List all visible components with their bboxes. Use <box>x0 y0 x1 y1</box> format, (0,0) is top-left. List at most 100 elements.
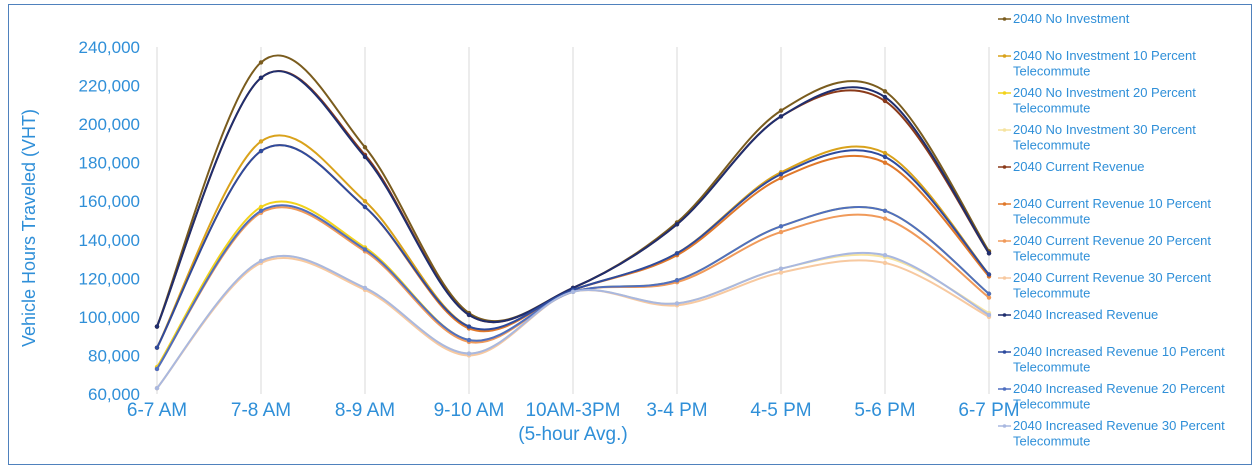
data-point <box>466 312 472 318</box>
data-point <box>882 160 888 165</box>
data-point <box>882 89 888 94</box>
data-point <box>882 150 888 156</box>
x-tick-label: 3-4 PM <box>646 400 707 421</box>
series-line <box>156 251 990 389</box>
data-point <box>674 301 680 306</box>
legend-marker <box>1002 387 1007 391</box>
y-tick-label: 160,000 <box>79 192 140 211</box>
legend-label: 2040 No Investment <box>1013 11 1130 26</box>
data-point <box>778 175 784 181</box>
data-point <box>778 270 784 275</box>
data-point <box>882 208 888 214</box>
data-point <box>882 260 888 266</box>
y-tick-label: 60,000 <box>88 385 140 404</box>
data-point <box>258 204 264 210</box>
data-point <box>882 98 888 104</box>
data-point <box>674 251 680 256</box>
data-point <box>258 139 264 144</box>
data-point <box>778 266 784 271</box>
legend: 2040 No Investment 2040 No Investment 10 … <box>998 11 1225 449</box>
legend-marker <box>1002 54 1007 58</box>
legend-item: 2040 Increased Revenue <box>998 307 1158 322</box>
legend-marker <box>1002 91 1007 95</box>
legend-marker <box>1002 17 1007 21</box>
legend-marker <box>1002 276 1007 280</box>
data-point <box>154 386 160 391</box>
x-tick-label: 4-5 PM <box>750 400 811 421</box>
x-tick-sublabel: (5-hour Avg.) <box>518 424 627 445</box>
legend-item: 2040 Increased Revenue 30 Percent Telecom… <box>998 418 1225 449</box>
legend-marker <box>1002 424 1007 428</box>
series-lines <box>154 54 992 391</box>
data-point <box>258 208 264 214</box>
data-point <box>362 285 368 291</box>
x-tick-label: 7-8 AM <box>231 400 291 421</box>
data-point <box>362 199 368 204</box>
x-tick-label: 9-10 AM <box>434 400 505 421</box>
y-tick-label: 200,000 <box>79 115 140 134</box>
legend-marker <box>1002 202 1007 206</box>
data-point <box>778 114 784 119</box>
data-point <box>778 108 784 113</box>
y-tick-label: 100,000 <box>79 308 140 327</box>
x-tick-label: 6-7 PM <box>958 400 1019 421</box>
legend-label: 2040 Increased Revenue 30 Percent Telecom… <box>1013 418 1225 449</box>
data-point <box>882 154 888 160</box>
data-point <box>986 312 992 318</box>
legend-label: 2040 Increased Revenue 10 Percent Telecom… <box>1013 344 1225 375</box>
data-point <box>362 204 368 210</box>
data-point <box>362 247 368 252</box>
data-point <box>258 60 264 65</box>
data-point <box>778 229 784 235</box>
data-point <box>986 251 992 256</box>
legend-label: 2040 No Investment 20 Percent Telecommute <box>1013 85 1196 116</box>
data-point <box>154 324 160 329</box>
legend-label: 2040 Current Revenue 10 Percent Telecommu… <box>1013 196 1211 227</box>
chart-frame <box>8 4 1252 465</box>
data-point <box>154 345 160 350</box>
legend-item: 2040 Increased Revenue 10 Percent Telecom… <box>998 344 1225 375</box>
data-point <box>778 224 784 229</box>
data-point <box>882 216 888 221</box>
legend-marker <box>1002 350 1007 354</box>
y-axis-label: Vehicle Hours Traveled (VHT) <box>19 109 39 347</box>
legend-item: 2040 Current Revenue 20 Percent Telecommu… <box>998 233 1211 264</box>
y-tick-label: 120,000 <box>79 269 140 288</box>
legend-label: 2040 Increased Revenue <box>1013 307 1158 322</box>
data-point <box>258 75 264 81</box>
data-point <box>986 295 992 300</box>
y-tick-label: 80,000 <box>88 346 140 365</box>
legend-item: 2040 No Investment 10 Percent Telecommute <box>998 48 1196 79</box>
x-tick-label: 10AM-3PM <box>525 400 620 421</box>
legend-marker <box>1002 128 1007 132</box>
data-point <box>466 337 472 343</box>
y-tick-label: 240,000 <box>79 38 140 57</box>
legend-item: 2040 Increased Revenue 20 Percent Telecom… <box>998 381 1225 412</box>
legend-label: 2040 No Investment 10 Percent Telecommute <box>1013 48 1196 79</box>
x-tick-label: 8-9 AM <box>335 400 395 421</box>
data-point <box>570 289 576 295</box>
legend-label: 2040 Current Revenue 30 Percent Telecommu… <box>1013 270 1211 301</box>
axis-labels: Vehicle Hours Traveled (VHT) 60,000 80,00… <box>19 38 1020 445</box>
legend-marker <box>1002 239 1007 243</box>
data-point <box>674 278 680 283</box>
legend-item: 2040 Current Revenue 30 Percent Telecommu… <box>998 270 1211 301</box>
data-point <box>882 94 888 100</box>
data-point <box>258 148 264 154</box>
legend-item: 2040 No Investment 20 Percent Telecommute <box>998 85 1196 116</box>
y-tick-label: 180,000 <box>79 154 140 173</box>
y-tick-label: 220,000 <box>79 77 140 96</box>
series-line <box>156 70 990 327</box>
legend-item: 2040 Current Revenue 10 Percent Telecommu… <box>998 196 1211 227</box>
grid-lines <box>156 47 990 394</box>
data-point <box>674 222 680 227</box>
data-point <box>154 366 160 372</box>
series-line <box>156 144 990 349</box>
legend-label: 2040 No Investment 30 Percent Telecommute <box>1013 122 1196 153</box>
data-point <box>986 272 992 277</box>
data-point <box>778 172 784 177</box>
legend-item: 2040 No Investment <box>998 11 1130 26</box>
legend-marker <box>1002 313 1007 317</box>
data-point <box>466 351 472 356</box>
